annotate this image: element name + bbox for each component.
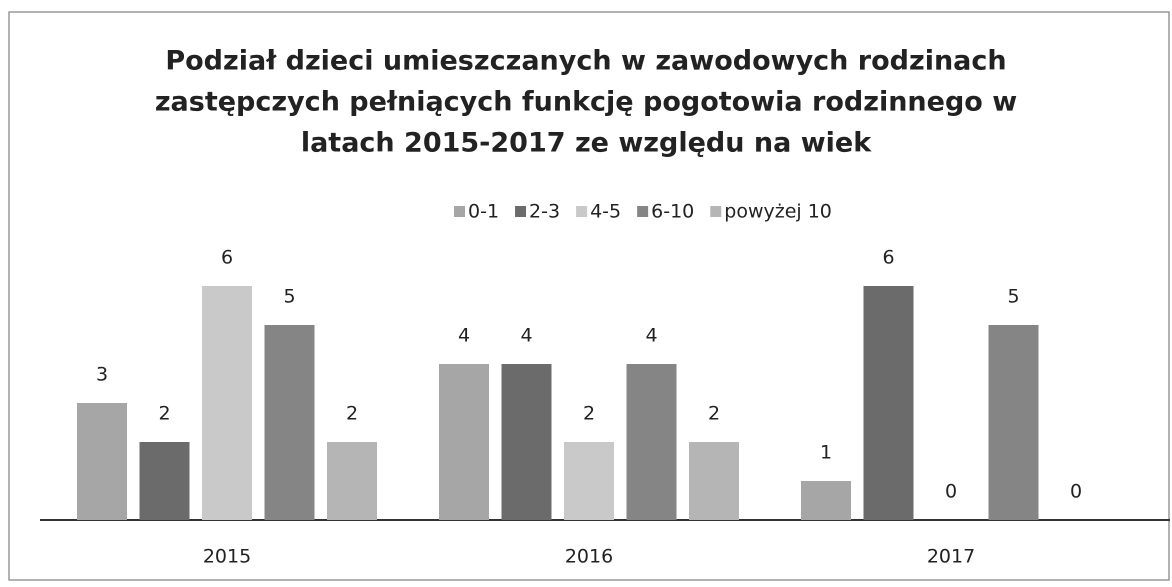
data-label: 4: [458, 325, 470, 347]
bar: [77, 403, 127, 520]
data-label: 5: [1007, 286, 1019, 308]
bar: [439, 364, 489, 520]
x-tick-label: 2015: [203, 546, 251, 568]
data-label: 6: [882, 247, 894, 269]
data-label: 5: [283, 286, 295, 308]
legend-label: 0-1: [468, 201, 499, 223]
legend-swatch: [515, 206, 527, 217]
legend-label: 2-3: [529, 201, 560, 223]
bar: [988, 325, 1039, 520]
bar: [139, 442, 190, 520]
legend-label: 4-5: [590, 201, 621, 223]
bar: [264, 325, 315, 520]
data-label: 2: [158, 403, 170, 425]
data-label: 0: [945, 481, 957, 503]
data-label: 3: [96, 364, 108, 386]
bar: [801, 481, 851, 520]
legend-swatch: [637, 206, 649, 217]
chart-title: latach 2015-2017 ze względu na wiek: [301, 128, 872, 159]
bar: [863, 286, 914, 520]
x-tick-label: 2017: [927, 546, 975, 568]
legend-label: powyżej 10: [724, 201, 832, 223]
data-label: 2: [583, 403, 595, 425]
data-label: 6: [221, 247, 233, 269]
legend-swatch: [576, 206, 588, 217]
data-label: 0: [1070, 481, 1082, 503]
legend-label: 6-10: [651, 201, 694, 223]
data-label: 4: [520, 325, 532, 347]
legend-swatch: [454, 206, 465, 217]
data-label: 1: [820, 442, 832, 464]
legend-swatch: [710, 206, 722, 217]
bar: [564, 442, 614, 520]
bar: [501, 364, 552, 520]
x-tick-label: 2016: [565, 546, 613, 568]
bar: [626, 364, 677, 520]
chart-title: Podział dzieci umieszczanych w zawodowyc…: [165, 46, 1006, 77]
bar: [689, 442, 739, 520]
chart-title: zastępczych pełniących funkcję pogotowia…: [155, 87, 1017, 118]
data-label: 4: [645, 325, 657, 347]
bar: [202, 286, 252, 520]
data-label: 2: [346, 403, 358, 425]
data-label: 2: [708, 403, 720, 425]
bar: [327, 442, 377, 520]
